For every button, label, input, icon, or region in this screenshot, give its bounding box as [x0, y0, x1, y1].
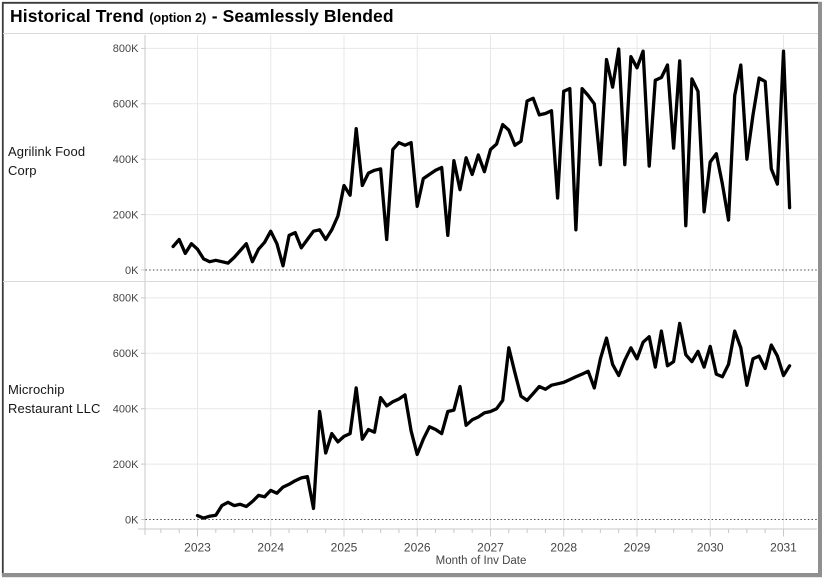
trend-line-microchip[interactable] [195, 321, 792, 520]
chart-title: Historical Trend (option 2) - Seamlessly… [10, 6, 814, 32]
y-tick-label: 0K [125, 514, 139, 526]
y-tick-label: 200K [113, 209, 139, 221]
title-suffix: - Seamlessly Blended [211, 6, 394, 26]
x-tick-label: 2031 [770, 541, 797, 555]
y-tick-label: 600K [113, 348, 139, 360]
row-label-microchip: Microchip Restaurant LLC [8, 382, 101, 416]
y-tick-label: 800K [113, 43, 139, 55]
x-tick-label: 2029 [624, 541, 651, 555]
y-tick-label: 600K [113, 99, 139, 111]
x-axis-title: Month of Inv Date [435, 555, 527, 567]
x-tick-label: 2026 [404, 541, 431, 555]
x-tick-label: 2025 [331, 541, 358, 555]
x-tick-label: 2030 [697, 541, 724, 555]
window-border-bottom [2, 573, 822, 578]
trend-line-agrilink[interactable] [171, 47, 792, 268]
y-tick-label: 0K [125, 265, 139, 277]
y-tick-label: 400K [113, 154, 139, 166]
y-tick-label: 400K [113, 404, 139, 416]
x-tick-label: 2028 [550, 541, 577, 555]
title-main: Historical Trend [10, 6, 144, 26]
row-label-agrilink: Agrilink Food Corp [8, 144, 86, 178]
y-tick-label: 800K [113, 293, 139, 305]
window-border-right [818, 2, 822, 576]
x-tick-label: 2023 [184, 541, 211, 555]
y-tick-label: 200K [113, 459, 139, 471]
x-tick-label: 2027 [477, 541, 504, 555]
title-option: (option 2) [149, 11, 207, 25]
x-tick-label: 2024 [257, 541, 284, 555]
